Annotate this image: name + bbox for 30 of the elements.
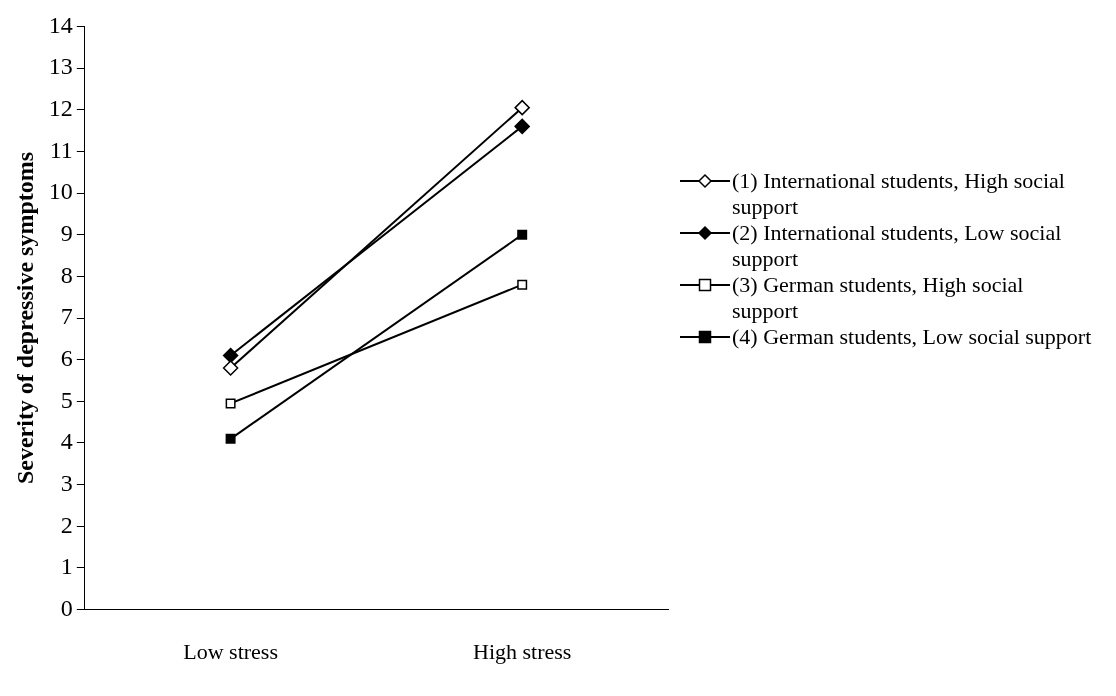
x-tick-label: Low stress (183, 638, 278, 664)
legend-label: (4) German students, Low social support (732, 324, 1092, 350)
y-tick-label: 1 (60, 553, 73, 580)
y-tick-label: 5 (60, 386, 73, 413)
legend-label: (1) International students, High social support (732, 168, 1066, 220)
point (517, 279, 528, 290)
y-tick-label: 11 (49, 136, 73, 163)
y-tick-label: 14 (48, 11, 73, 38)
point (222, 347, 239, 364)
x-tick-label: High stress (473, 638, 572, 664)
point (514, 118, 530, 135)
y-tick-label: 9 (60, 219, 73, 246)
point (517, 229, 528, 240)
legend-label: (3) German students, High social support (732, 272, 1025, 324)
point (225, 398, 236, 409)
point (514, 99, 530, 116)
y-tick-label: 12 (48, 95, 73, 122)
legend-label: (2) International students, Low social support (732, 220, 1063, 272)
y-tick-label: 13 (48, 53, 73, 80)
y-tick-label: 7 (60, 303, 73, 330)
y-tick-label: 8 (60, 261, 73, 288)
y-tick-label: 3 (60, 469, 73, 496)
y-tick-label: 10 (48, 178, 73, 205)
y-tick-label: 4 (60, 428, 73, 455)
point (225, 433, 236, 444)
y-tick-label: 6 (60, 344, 73, 371)
y-axis-title: Severity of depressive symptoms (11, 151, 38, 485)
point (222, 360, 239, 376)
y-tick-label: 0 (60, 594, 73, 621)
y-tick-label: 2 (60, 511, 73, 538)
